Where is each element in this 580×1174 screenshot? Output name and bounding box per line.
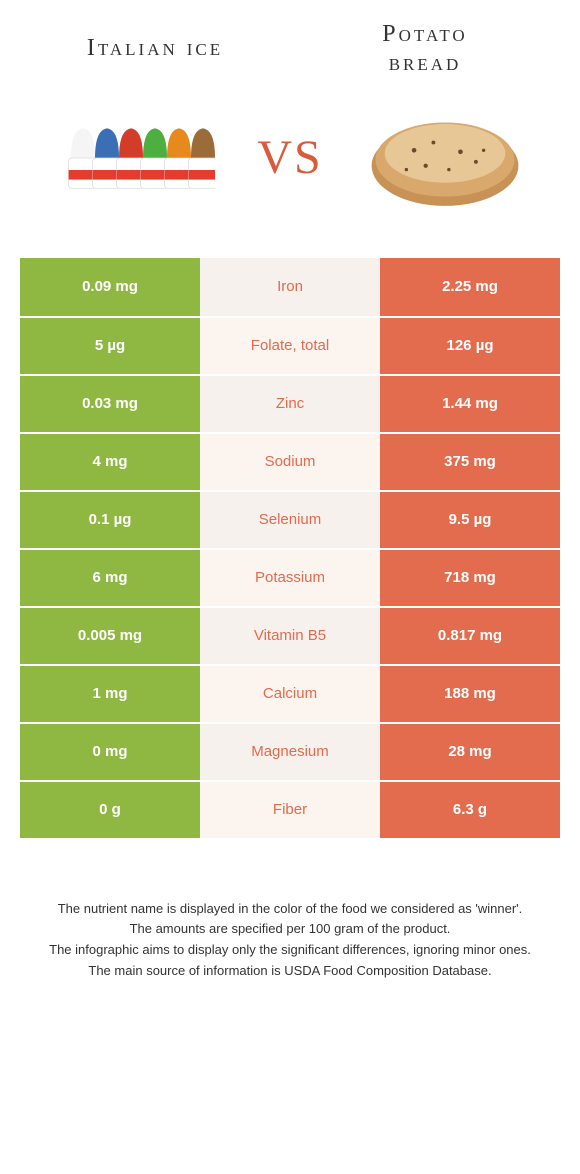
italian-ice-image xyxy=(20,88,249,228)
nutrient-name: Fiber xyxy=(200,782,380,838)
footer-line-4: The main source of information is USDA F… xyxy=(20,961,560,982)
nutrient-name: Potassium xyxy=(200,550,380,606)
value-right: 126 µg xyxy=(380,318,560,374)
value-left: 0.1 µg xyxy=(20,492,200,548)
nutrient-name: Calcium xyxy=(200,666,380,722)
value-right: 718 mg xyxy=(380,550,560,606)
value-right: 28 mg xyxy=(380,724,560,780)
title-right-line1: Potato xyxy=(382,21,467,47)
table-row: 1 mgCalcium188 mg xyxy=(20,664,560,722)
value-left: 0 g xyxy=(20,782,200,838)
nutrient-name: Zinc xyxy=(200,376,380,432)
comparison-table: 0.09 mgIron2.25 mg5 µgFolate, total126 µ… xyxy=(20,258,560,839)
table-row: 0.09 mgIron2.25 mg xyxy=(20,258,560,316)
value-left: 4 mg xyxy=(20,434,200,490)
value-right: 6.3 g xyxy=(380,782,560,838)
nutrient-name: Magnesium xyxy=(200,724,380,780)
value-left: 0 mg xyxy=(20,724,200,780)
value-right: 0.817 mg xyxy=(380,608,560,664)
table-row: 0.03 mgZinc1.44 mg xyxy=(20,374,560,432)
vs-label: VS xyxy=(249,130,330,185)
value-right: 9.5 µg xyxy=(380,492,560,548)
potato-bread-image xyxy=(331,88,560,228)
value-left: 5 µg xyxy=(20,318,200,374)
nutrient-name: Folate, total xyxy=(200,318,380,374)
value-left: 1 mg xyxy=(20,666,200,722)
value-left: 0.005 mg xyxy=(20,608,200,664)
title-right-line2: bread xyxy=(389,50,462,76)
table-row: 5 µgFolate, total126 µg xyxy=(20,316,560,374)
title-left: Italian ice xyxy=(20,34,290,63)
nutrient-name: Sodium xyxy=(200,434,380,490)
footer-line-1: The nutrient name is displayed in the co… xyxy=(20,899,560,920)
nutrient-name: Iron xyxy=(200,258,380,316)
value-right: 1.44 mg xyxy=(380,376,560,432)
title-right: Potato bread xyxy=(290,20,560,78)
value-left: 0.03 mg xyxy=(20,376,200,432)
value-right: 2.25 mg xyxy=(380,258,560,316)
value-left: 0.09 mg xyxy=(20,258,200,316)
footer-line-2: The amounts are specified per 100 gram o… xyxy=(20,919,560,940)
footer-line-3: The infographic aims to display only the… xyxy=(20,940,560,961)
value-right: 375 mg xyxy=(380,434,560,490)
table-row: 0 gFiber6.3 g xyxy=(20,780,560,838)
value-right: 188 mg xyxy=(380,666,560,722)
table-row: 0.005 mgVitamin B50.817 mg xyxy=(20,606,560,664)
footer-notes: The nutrient name is displayed in the co… xyxy=(20,899,560,982)
value-left: 6 mg xyxy=(20,550,200,606)
table-row: 6 mgPotassium718 mg xyxy=(20,548,560,606)
table-row: 0.1 µgSelenium9.5 µg xyxy=(20,490,560,548)
table-row: 4 mgSodium375 mg xyxy=(20,432,560,490)
nutrient-name: Selenium xyxy=(200,492,380,548)
nutrient-name: Vitamin B5 xyxy=(200,608,380,664)
table-row: 0 mgMagnesium28 mg xyxy=(20,722,560,780)
